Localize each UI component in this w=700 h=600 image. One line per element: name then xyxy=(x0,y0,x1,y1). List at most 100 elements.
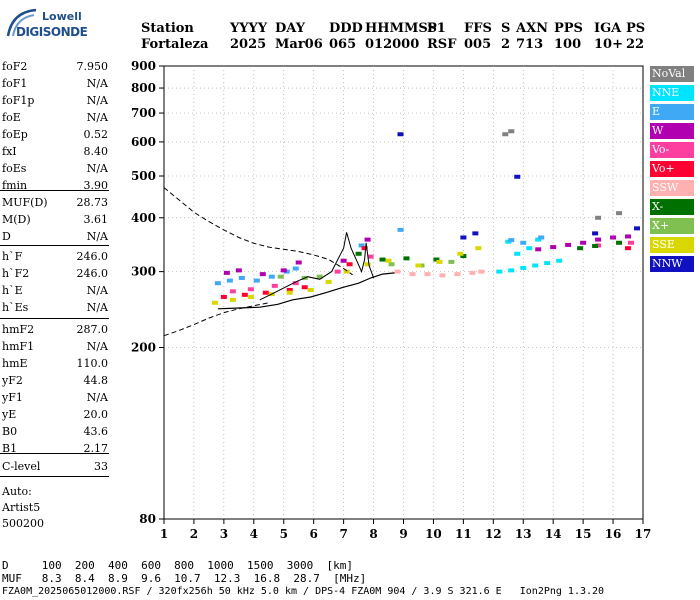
param-row-mufd: MUF(D) 28.73 xyxy=(2,196,108,212)
y-tick-label: 400 xyxy=(131,211,156,225)
data-point-sse xyxy=(247,294,254,299)
param-value: 43.6 xyxy=(83,425,109,438)
param-key: h`E xyxy=(2,284,23,297)
data-point-w xyxy=(565,242,572,247)
param-key: hmF2 xyxy=(2,323,35,336)
param-row-yf1: yF1 N/A xyxy=(2,391,108,407)
x-tick-label: 14 xyxy=(545,527,562,541)
data-point-vo xyxy=(625,246,632,251)
param-row-ye: yE 20.0 xyxy=(2,408,108,424)
data-point-e xyxy=(226,278,233,283)
data-point-w xyxy=(235,268,242,273)
data-point-ssw xyxy=(409,272,416,277)
data-point-w xyxy=(340,258,347,263)
legend-item-x: X+ xyxy=(650,218,694,234)
data-point-nne xyxy=(520,265,527,270)
legend-item-e: E xyxy=(650,104,694,120)
legend-item-w: W xyxy=(650,123,694,139)
x-tick-label: 16 xyxy=(605,527,622,541)
header-value-5: RSF xyxy=(427,37,457,52)
header-value-6: 005 xyxy=(464,37,492,52)
param-value: 246.0 xyxy=(76,267,109,280)
data-point-nnw xyxy=(460,235,467,240)
param-key: M(D) xyxy=(2,213,31,226)
param-key: yF2 xyxy=(2,374,23,387)
data-point-x xyxy=(460,254,467,259)
param-value: 110.0 xyxy=(76,357,109,370)
x-tick-label: 6 xyxy=(310,527,318,541)
param-separator xyxy=(0,453,109,454)
param-separator xyxy=(0,190,109,191)
data-point-vo xyxy=(334,269,341,274)
data-point-noval xyxy=(508,129,515,134)
param-value: 33 xyxy=(94,460,108,473)
y-tick-label: 80 xyxy=(139,512,156,526)
data-point-noval xyxy=(502,132,509,137)
logo-line2: DIGISONDE xyxy=(16,25,88,39)
param-key: fxI xyxy=(2,145,17,158)
x-tick-label: 11 xyxy=(455,527,472,541)
data-point-nne xyxy=(508,268,515,273)
param-key: foF1p xyxy=(2,94,35,107)
data-point-sse xyxy=(475,246,482,251)
digisonde-logo: Lowell DIGISONDE xyxy=(4,6,88,42)
param-key: hmE xyxy=(2,357,28,370)
param-row-hmf1: hmF1 N/A xyxy=(2,340,108,356)
data-point-sse xyxy=(211,300,218,305)
data-point-sse xyxy=(415,263,422,268)
header-value-8: 713 xyxy=(516,37,544,52)
param-row-fxi: fxI 8.40 xyxy=(2,145,108,161)
data-point-w xyxy=(610,235,617,240)
plot-frame xyxy=(163,65,644,520)
y-tick-label: 300 xyxy=(131,265,156,279)
param-row-b1: B1 2.17 xyxy=(2,442,108,458)
data-point-e xyxy=(520,240,527,245)
data-point-e xyxy=(397,227,404,232)
param-value: N/A xyxy=(86,230,108,243)
x-tick-label: 3 xyxy=(220,527,228,541)
data-point-e xyxy=(358,243,365,248)
header-label-9: PPS xyxy=(554,21,583,36)
data-point-w xyxy=(550,245,557,250)
param-value: 28.73 xyxy=(76,196,109,209)
param-row-foe: foE N/A xyxy=(2,111,108,127)
param-value: N/A xyxy=(86,162,108,175)
param-row-yf2: yF2 44.8 xyxy=(2,374,108,390)
data-point-x xyxy=(277,274,284,279)
header-value-3: 065 xyxy=(329,37,357,52)
legend-item-vo: Vo- xyxy=(650,142,694,158)
data-point-nne xyxy=(532,263,539,268)
param-value: 246.0 xyxy=(76,250,109,263)
y-tick-label: 600 xyxy=(131,135,156,149)
y-tick-label: 700 xyxy=(131,106,156,120)
x-tick-label: 8 xyxy=(369,527,377,541)
data-point-sse xyxy=(364,262,371,267)
header-label-5: P1 xyxy=(427,21,446,36)
footer-d-row: D 100 200 400 600 800 1000 1500 3000 [km… xyxy=(2,559,353,572)
y-tick-label: 900 xyxy=(131,59,156,73)
data-point-ssw xyxy=(469,270,476,275)
param-value: N/A xyxy=(86,391,108,404)
legend-item-noval: NoVal xyxy=(650,66,694,82)
data-point-w xyxy=(223,270,230,275)
param-key: foF2 xyxy=(2,60,28,73)
data-point-sse xyxy=(457,251,464,256)
data-point-x xyxy=(577,246,584,251)
param-key: yE xyxy=(2,408,17,421)
data-point-ssw xyxy=(454,272,461,277)
x-tick-label: 2 xyxy=(190,527,198,541)
param-row-foes: foEs N/A xyxy=(2,162,108,178)
data-point-w xyxy=(535,247,542,252)
param-row-fmin: fmin 3.90 xyxy=(2,179,108,195)
x-tick-label: 15 xyxy=(575,527,592,541)
param-row-d: D N/A xyxy=(2,230,108,246)
param-key: D xyxy=(2,230,11,243)
y-tick-label: 500 xyxy=(131,169,156,183)
x-tick-label: 7 xyxy=(339,527,347,541)
y-tick-label: 200 xyxy=(131,341,156,355)
param-key: B1 xyxy=(2,442,18,455)
header-value-7: 2 xyxy=(501,37,511,52)
data-point-vo xyxy=(628,240,635,245)
data-point-w xyxy=(280,268,287,273)
